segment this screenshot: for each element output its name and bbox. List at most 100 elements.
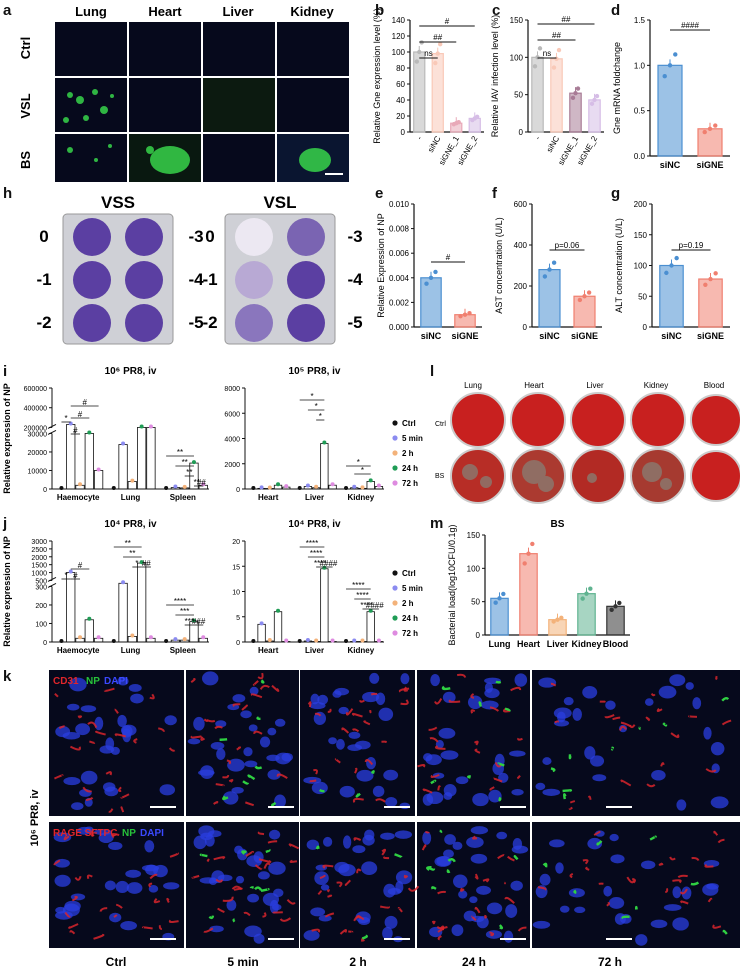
membrane-0-7 <box>87 721 98 729</box>
membrane-5-17 <box>166 897 170 903</box>
membrane-5-9 <box>169 852 179 858</box>
c-ytick-label-2: 100 <box>510 53 524 62</box>
membrane-5-14 <box>168 919 179 924</box>
legend-i-label-0: Ctrl <box>402 419 416 428</box>
membrane-8-21 <box>504 896 515 904</box>
membrane-0-14 <box>114 733 127 738</box>
i-right-point-2-2 <box>360 485 365 490</box>
nucleus-0-10 <box>94 716 104 731</box>
nucleus-9-5 <box>549 839 565 848</box>
np-signal-3-6 <box>504 707 511 712</box>
nucleus-2-19 <box>311 781 328 795</box>
j-right-ytick-label-3: 15 <box>232 564 240 571</box>
nucleus-6-25 <box>193 835 207 850</box>
j-left-ytick-up-label-2: 1500 <box>31 563 47 570</box>
e-ytick-label-1: 0.002 <box>389 298 410 307</box>
e-point-1-1 <box>462 312 468 317</box>
f-point-0-0 <box>542 274 548 279</box>
i-left-ytick-low-label-2: 20000 <box>28 450 48 457</box>
membrane-2-16 <box>334 758 341 764</box>
b-ytick-label-1: 20 <box>396 112 405 121</box>
membrane-7-7 <box>356 868 362 874</box>
j-left-ytick-up-label-3: 2000 <box>31 555 47 562</box>
panel-k-legend-top-np: NP <box>86 676 100 687</box>
c-point-0-1 <box>535 55 540 60</box>
i-right-xtick-label-2: Kidney <box>347 493 374 502</box>
i-right-sig-label-0: * <box>310 392 313 401</box>
np-signal-1-5 <box>222 795 229 801</box>
membrane-1-21 <box>190 678 196 683</box>
membrane-3-7 <box>510 686 522 692</box>
membrane-2-3 <box>364 758 374 766</box>
nucleus-6-22 <box>271 904 282 911</box>
np-signal-9-0 <box>722 929 728 935</box>
membrane-0-12 <box>120 806 125 813</box>
membrane-4-4 <box>660 762 665 767</box>
m-point-4-2 <box>617 600 622 606</box>
e-ytick-label-0: 0.000 <box>389 323 410 332</box>
nucleus-9-1 <box>672 886 682 899</box>
panel-k-legend-bottom-dapi: DAPI <box>140 828 164 839</box>
j-left-point-2-1 <box>173 637 178 642</box>
membrane-0-19 <box>95 730 106 736</box>
membrane-0-18 <box>85 796 94 802</box>
membrane-8-14 <box>431 920 436 925</box>
nucleus-6-10 <box>208 877 218 885</box>
nucleus-0-7 <box>99 745 115 754</box>
nucleus-1-5 <box>267 727 277 736</box>
membrane-4-12 <box>656 708 663 713</box>
legend-i-label-4: 72 h <box>402 479 418 488</box>
d-point-1-2 <box>713 123 718 128</box>
i-right-sig-label-3: * <box>357 458 360 467</box>
panel-h-dilution-3: -3 <box>188 227 203 246</box>
j-left-ytick-up-label-1: 1000 <box>31 571 47 578</box>
nucleus-2-2 <box>348 731 361 739</box>
c-point-3-2 <box>594 93 600 99</box>
b-ytick-label-4: 80 <box>396 64 405 73</box>
membrane-3-16 <box>434 745 446 750</box>
m-point-1-1 <box>526 551 531 556</box>
legend-i-label-2: 2 h <box>402 449 414 458</box>
j-right-sig-label-3: #### <box>320 559 338 568</box>
panel-label-g: g <box>611 185 621 202</box>
i-left-point-1-3 <box>139 424 144 429</box>
i-left-point-1-4 <box>148 424 153 429</box>
j-left-sig-label-8: *** <box>180 607 189 616</box>
panel-h-wells <box>73 218 325 342</box>
nucleus-6-16 <box>217 874 233 882</box>
b-point-3-2 <box>474 114 480 119</box>
membrane-3-20 <box>517 737 523 741</box>
membrane-2-13 <box>352 797 364 803</box>
nucleus-8-10 <box>452 874 468 889</box>
membrane-0-4 <box>149 693 155 700</box>
nucleus-5-13 <box>163 882 180 890</box>
panel-h-dilution-0b: 0 <box>205 227 214 246</box>
b-ytick-label-2: 40 <box>396 96 405 105</box>
i-left-ytick-up-label-2: 600000 <box>24 386 47 393</box>
legend-i: Ctrl 5 min 2 h 24 h 72 h <box>392 419 423 488</box>
membrane-5-7 <box>63 835 70 841</box>
panel-k-legend-top-cd31: CD31 <box>53 676 79 687</box>
m-point-3-2 <box>588 586 593 591</box>
np-signal-2-0 <box>371 769 376 774</box>
membrane-0-11 <box>158 727 165 732</box>
nucleus-3-5 <box>511 788 524 796</box>
panel-a-row-ctrl: Ctrl <box>18 37 33 59</box>
m-ytick-label-3: 150 <box>467 531 481 540</box>
i-right-point-0-3 <box>276 482 281 487</box>
np-signal-6-1 <box>232 918 236 923</box>
np-signal-8-3 <box>513 855 519 861</box>
membrane-0-9 <box>120 793 130 799</box>
panel-k-legend-top: CD31 NP DAPI <box>53 676 128 687</box>
e-ytick-label-4: 0.008 <box>389 225 410 234</box>
membrane-4-3 <box>670 732 680 739</box>
membrane-7-18 <box>327 889 330 893</box>
np-signal-9-6 <box>596 840 603 846</box>
nucleus-9-21 <box>608 897 625 909</box>
nucleus-0-20 <box>117 676 129 686</box>
membrane-2-14 <box>400 699 409 706</box>
g-point-0-1 <box>669 263 674 268</box>
nucleus-4-4 <box>710 741 725 756</box>
nucleus-8-25 <box>452 841 463 850</box>
